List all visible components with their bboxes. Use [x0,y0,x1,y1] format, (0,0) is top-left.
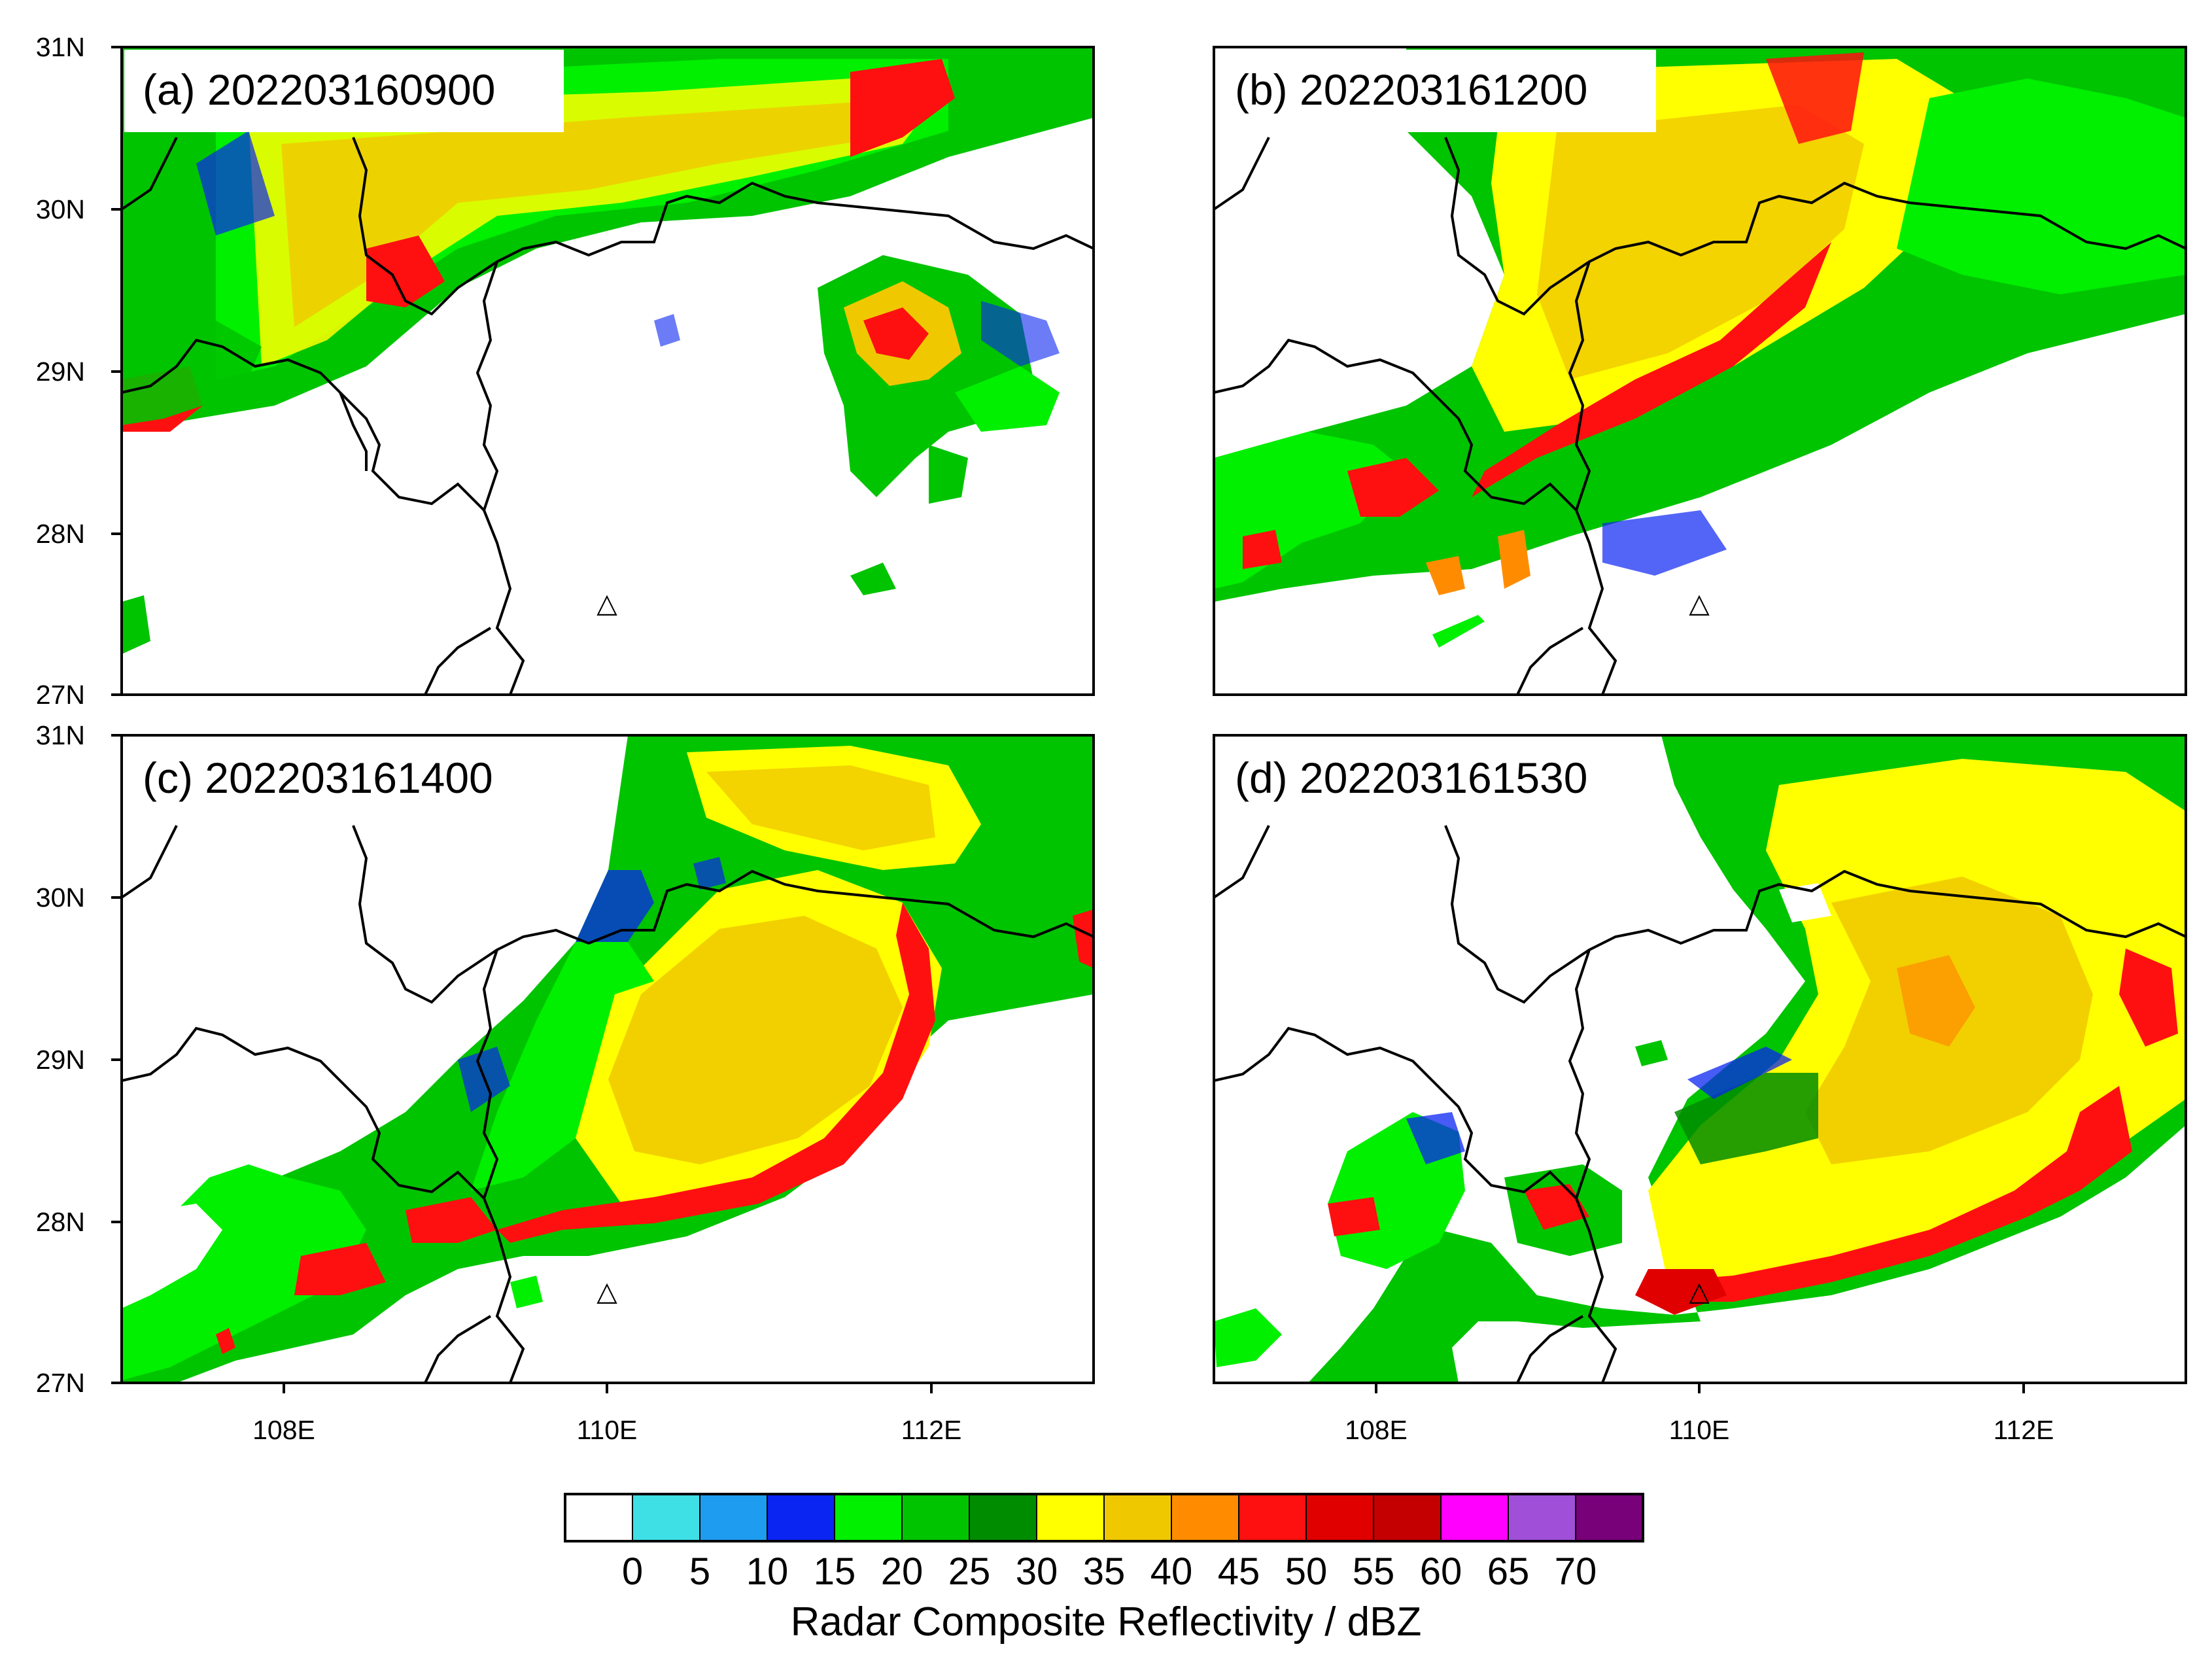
colorbar-labels: 0 5 10 15 20 25 30 35 40 45 50 55 60 65 … [622,1550,1597,1593]
title-box-b [1217,50,1656,132]
colorbar-swatch [564,1493,634,1542]
colorbar-swatch [1171,1493,1240,1542]
colorbar-swatch [1575,1493,1644,1542]
frame-b [1213,46,2187,696]
colorbar-frame [564,1493,1644,1542]
colorbar-label: 15 [814,1550,856,1593]
panel-title-c: (c) 202203161400 [143,754,493,802]
colorbar-swatch [767,1493,836,1542]
marker-b: △ [1689,588,1710,618]
lon-tick-112e-left: 112E [901,1415,962,1445]
lon-tick-110e-left: 110E [577,1415,638,1445]
colorbar-label: 35 [1083,1550,1126,1593]
colorbar-label: 50 [1285,1550,1328,1593]
colorbar-label: 20 [881,1550,924,1593]
radar-echo-b [1214,47,2186,648]
lon-tick-112e-right: 112E [1994,1415,2054,1445]
lat-tick-28n-top: 28N [36,519,85,549]
boundary-lines-c [122,825,1094,1383]
colorbar-label: 45 [1218,1550,1260,1593]
colorbar-swatch [632,1493,701,1542]
panel-title-a: (a) 202203160900 [143,65,495,114]
colorbar-swatch [1305,1493,1375,1542]
colorbar-label: 60 [1420,1550,1462,1593]
colorbar-label: 5 [689,1550,710,1593]
radar-echo-a [122,47,1094,654]
marker-d: △ [1689,1276,1710,1306]
panel-a: (a) 202203160900 △ [120,46,1095,696]
colorbar-swatch [1508,1493,1577,1542]
marker-c: △ [596,1276,617,1306]
lat-tick-27n-bottom: 27N [36,1368,85,1398]
colorbar-swatch [1103,1493,1173,1542]
lat-tick-31n-bottom: 31N [36,720,85,750]
colorbar-label: 65 [1487,1550,1530,1593]
colorbar-label: 25 [948,1550,991,1593]
panel-title-b: (b) 202203161200 [1235,65,1587,114]
colorbar-swatch [1036,1493,1105,1542]
lat-tick-31n-top: 31N [36,32,85,62]
title-box-a [124,50,564,132]
colorbar-swatches [564,1493,1644,1542]
lon-tick-108e-right: 108E [1345,1415,1408,1445]
colorbar-label: 70 [1555,1550,1597,1593]
colorbar-swatch [1373,1493,1442,1542]
lon-tick-110e-right: 110E [1669,1415,1730,1445]
colorbar-swatch [901,1493,971,1542]
boundary-lines-d [1214,825,2186,1383]
colorbar-swatch [1440,1493,1510,1542]
colorbar-label: 10 [746,1550,789,1593]
radar-echo-c [122,735,1094,1383]
panel-title-d: (d) 202203161530 [1235,754,1587,802]
longitude-axis-right: 108E 110E 112E [1345,1383,2054,1445]
lat-tick-30n-bottom: 30N [36,882,85,913]
lat-tick-30n-top: 30N [36,194,85,224]
colorbar-label: 0 [622,1550,643,1593]
panel-d: (d) 202203161530 △ [1213,734,2187,1384]
colorbar-label: 40 [1150,1550,1193,1593]
title-box-c [124,738,564,820]
lon-tick-108e-left: 108E [252,1415,315,1445]
colorbar-label: 30 [1016,1550,1058,1593]
colorbar-title: Radar Composite Reflectivity / dBZ [791,1599,1422,1645]
colorbar-label: 55 [1353,1550,1395,1593]
lat-tick-29n-top: 29N [36,357,85,387]
colorbar-swatch [969,1493,1038,1542]
marker-a: △ [596,588,617,618]
longitude-axis-left: 108E 110E 112E [252,1383,961,1445]
latitude-axis-top: 31N 30N 29N 28N 27N [36,32,122,710]
boundary-lines-b [1214,137,2186,695]
panel-b: (b) 202203161200 △ [1213,46,2187,696]
lat-tick-28n-bottom: 28N [36,1207,85,1237]
radar-echo-d [1214,735,2186,1383]
lat-tick-29n-bottom: 29N [36,1045,85,1075]
colorbar: 0 5 10 15 20 25 30 35 40 45 50 55 60 65 … [564,1493,1644,1645]
colorbar-swatch [834,1493,903,1542]
latitude-axis-bottom: 31N 30N 29N 28N 27N [36,720,122,1398]
colorbar-swatch [1238,1493,1307,1542]
boundary-lines-a [122,137,1094,695]
lat-tick-27n-top: 27N [36,680,85,710]
colorbar-swatch [699,1493,769,1542]
title-box-d [1217,738,1656,820]
panel-c: (c) 202203161400 △ [120,734,1095,1384]
